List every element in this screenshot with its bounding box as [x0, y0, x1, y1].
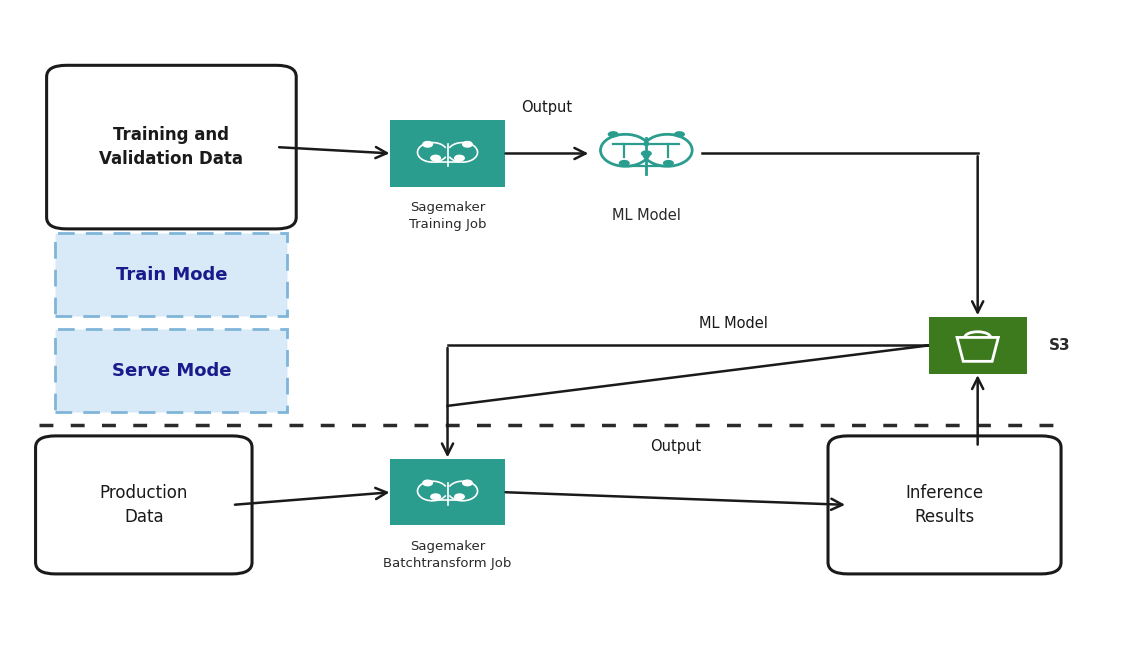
Circle shape — [674, 131, 685, 138]
FancyBboxPatch shape — [929, 317, 1027, 374]
Text: Train Mode: Train Mode — [116, 266, 228, 284]
Circle shape — [463, 480, 472, 486]
Text: ML Model: ML Model — [612, 208, 681, 223]
FancyBboxPatch shape — [36, 436, 252, 574]
Circle shape — [663, 160, 674, 166]
Circle shape — [454, 155, 464, 161]
FancyBboxPatch shape — [390, 459, 505, 526]
Circle shape — [431, 494, 441, 499]
Circle shape — [463, 141, 472, 147]
Circle shape — [619, 160, 630, 166]
Circle shape — [423, 480, 433, 486]
Text: Inference
Results: Inference Results — [905, 484, 984, 526]
Text: Output: Output — [650, 439, 701, 454]
Circle shape — [641, 151, 651, 156]
Text: Sagemaker
Batchtransform Job: Sagemaker Batchtransform Job — [383, 540, 512, 570]
Text: ML Model: ML Model — [699, 316, 767, 331]
Text: S3: S3 — [1049, 338, 1071, 353]
Circle shape — [423, 141, 433, 147]
Text: Production
Data: Production Data — [99, 484, 188, 526]
FancyBboxPatch shape — [55, 329, 287, 412]
FancyBboxPatch shape — [55, 233, 287, 316]
Text: Output: Output — [522, 100, 573, 115]
Text: Serve Mode: Serve Mode — [112, 362, 231, 379]
FancyBboxPatch shape — [390, 120, 505, 186]
FancyBboxPatch shape — [46, 65, 296, 229]
FancyBboxPatch shape — [828, 436, 1061, 574]
Circle shape — [607, 131, 619, 138]
Circle shape — [454, 494, 464, 499]
Circle shape — [431, 155, 441, 161]
Text: Training and
Validation Data: Training and Validation Data — [99, 126, 243, 168]
Text: Sagemaker
Training Job: Sagemaker Training Job — [409, 201, 486, 231]
